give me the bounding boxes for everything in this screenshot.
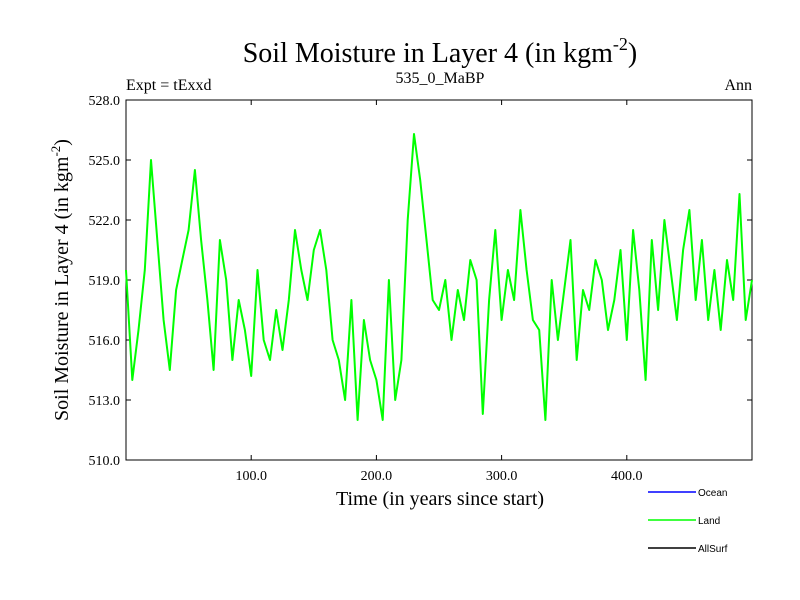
y-tick-label: 528.0	[89, 94, 121, 109]
y-tick-label: 516.0	[89, 334, 121, 349]
legend-label-ocean: Ocean	[698, 488, 727, 499]
y-tick-label: 510.0	[89, 454, 121, 469]
legend: Ocean Land AllSurf	[648, 488, 728, 555]
y-tick-label: 522.0	[89, 214, 121, 229]
legend-label-allsurf: AllSurf	[698, 544, 728, 555]
x-axis: 100.0 200.0 300.0 400.0	[235, 100, 643, 484]
subtitle-season: Ann	[724, 77, 752, 94]
x-tick-label: 400.0	[611, 469, 643, 484]
y-axis: 510.0 513.0 516.0 519.0 522.0 525.0 528.0	[89, 94, 752, 469]
subtitle-experiment: Expt = tExxd	[126, 77, 211, 94]
y-tick-label: 525.0	[89, 154, 121, 169]
y-tick-label: 513.0	[89, 394, 121, 409]
y-axis-label: Soil Moisture in Layer 4 (in kgm-2)	[48, 139, 73, 421]
series-line-land	[125, 133, 753, 421]
x-axis-label: Time (in years since start)	[336, 488, 544, 510]
x-tick-label: 300.0	[486, 469, 518, 484]
y-tick-label: 519.0	[89, 274, 121, 289]
x-tick-label: 200.0	[361, 469, 393, 484]
plot-lines	[125, 133, 753, 421]
legend-label-land: Land	[698, 516, 720, 527]
subtitle-period: 535_0_MaBP	[396, 70, 485, 87]
chart-title: Soil Moisture in Layer 4 (in kgm-2)	[243, 34, 638, 69]
plot-frame	[125, 99, 753, 461]
x-tick-label: 100.0	[235, 469, 267, 484]
